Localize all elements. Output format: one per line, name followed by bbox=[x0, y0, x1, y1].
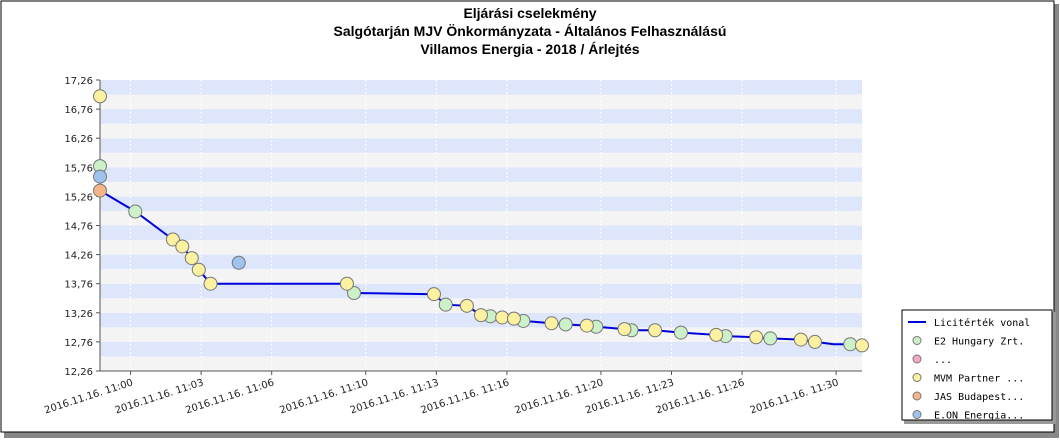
bid-markers bbox=[93, 89, 869, 353]
y-axis: 12,26 12,76 13,26 13,76 14,26 14,76 15,26 15,76… bbox=[64, 76, 862, 378]
plot-background-bands bbox=[100, 80, 862, 371]
bid-marker bbox=[673, 325, 688, 340]
bid-marker bbox=[763, 331, 778, 346]
y-tick-label: 13,26 bbox=[64, 309, 93, 320]
y-tick-label: 14,26 bbox=[64, 251, 93, 262]
plot-band bbox=[100, 80, 862, 95]
y-tick-label: 16,26 bbox=[64, 134, 93, 145]
chart-title-line-1: Eljárási cselekmény bbox=[463, 5, 596, 21]
y-tick-label: 15,26 bbox=[64, 192, 93, 203]
bid-marker bbox=[855, 338, 869, 353]
bid-value-line bbox=[99, 189, 863, 347]
plot-band bbox=[100, 196, 862, 211]
bid-marker bbox=[474, 308, 488, 323]
y-tick-label: 12,26 bbox=[64, 367, 93, 378]
plot-band bbox=[100, 341, 862, 357]
bid-marker bbox=[648, 323, 663, 338]
x-gridlines bbox=[130, 80, 837, 371]
plot-band bbox=[100, 167, 862, 182]
bid-marker bbox=[793, 332, 808, 347]
plot-band bbox=[100, 210, 862, 226]
bid-marker bbox=[93, 89, 107, 104]
legend-label: E.ON Energia... bbox=[934, 411, 1024, 422]
legend-label: Licitérték vonal bbox=[934, 317, 1030, 329]
bid-marker bbox=[191, 262, 206, 277]
legend-label: ... bbox=[934, 355, 952, 366]
plot-band bbox=[100, 152, 862, 168]
legend-box bbox=[901, 309, 1053, 421]
bid-marker bbox=[347, 286, 361, 301]
legend-marker-swatch bbox=[912, 336, 922, 345]
bid-marker bbox=[807, 334, 822, 349]
y-tick-label: 12,76 bbox=[64, 338, 93, 349]
bid-marker bbox=[459, 298, 474, 313]
bid-marker bbox=[506, 311, 521, 326]
bid-marker bbox=[339, 276, 354, 291]
plot-band bbox=[100, 123, 862, 139]
bid-marker bbox=[579, 318, 594, 333]
plot-band bbox=[100, 283, 862, 299]
legend-marker-swatch bbox=[912, 410, 922, 419]
y-tick-label: 17,26 bbox=[64, 76, 93, 87]
legend-marker-swatch bbox=[912, 354, 922, 364]
plot-band bbox=[100, 138, 862, 153]
bid-marker bbox=[203, 276, 218, 291]
plot-band bbox=[100, 327, 862, 342]
legend: Licitérték vonal E2 Hungary Zrt.... MVM Pa… bbox=[901, 309, 1056, 424]
y-tick-label: 15,76 bbox=[64, 163, 93, 174]
bid-marker bbox=[128, 204, 143, 219]
bid-marker bbox=[93, 183, 107, 198]
bid-marker bbox=[175, 239, 190, 254]
bid-marker bbox=[438, 297, 453, 312]
legend-label: MVM Partner ... bbox=[934, 374, 1024, 385]
bid-marker bbox=[184, 251, 199, 266]
y-tick-label: 14,76 bbox=[64, 222, 93, 233]
bid-marker bbox=[165, 232, 180, 247]
y-tick-label: 16,76 bbox=[64, 105, 93, 116]
plot-band bbox=[100, 225, 862, 241]
y-tick-label: 13,76 bbox=[64, 280, 93, 291]
bid-marker bbox=[749, 330, 764, 345]
plot-band bbox=[100, 254, 862, 270]
legend-marker-swatch bbox=[912, 373, 922, 382]
legend-label: JAS Budapest... bbox=[934, 392, 1024, 403]
plot-band bbox=[100, 240, 862, 255]
legend-label: E2 Hungary Zrt. bbox=[934, 337, 1024, 348]
bid-marker bbox=[426, 287, 441, 302]
plot-band bbox=[100, 181, 862, 197]
plot-band bbox=[100, 94, 862, 110]
bid-marker bbox=[544, 316, 559, 331]
bid-marker bbox=[709, 327, 724, 342]
bid-marker bbox=[843, 337, 858, 352]
bid-marker bbox=[617, 322, 632, 337]
legend-marker-swatch bbox=[912, 391, 922, 401]
plot-band bbox=[100, 356, 862, 371]
chart-title-line-3: Villamos Energia - 2018 / Árlejtés bbox=[420, 41, 639, 57]
bid-line-series bbox=[99, 189, 863, 347]
bid-marker bbox=[495, 310, 510, 325]
bid-marker bbox=[558, 317, 573, 332]
plot-band bbox=[100, 109, 862, 124]
chart-title-line-2: Salgótarján MJV Önkormányzata - Általáno… bbox=[334, 23, 727, 39]
bid-marker bbox=[93, 169, 107, 184]
bid-marker bbox=[231, 255, 246, 270]
